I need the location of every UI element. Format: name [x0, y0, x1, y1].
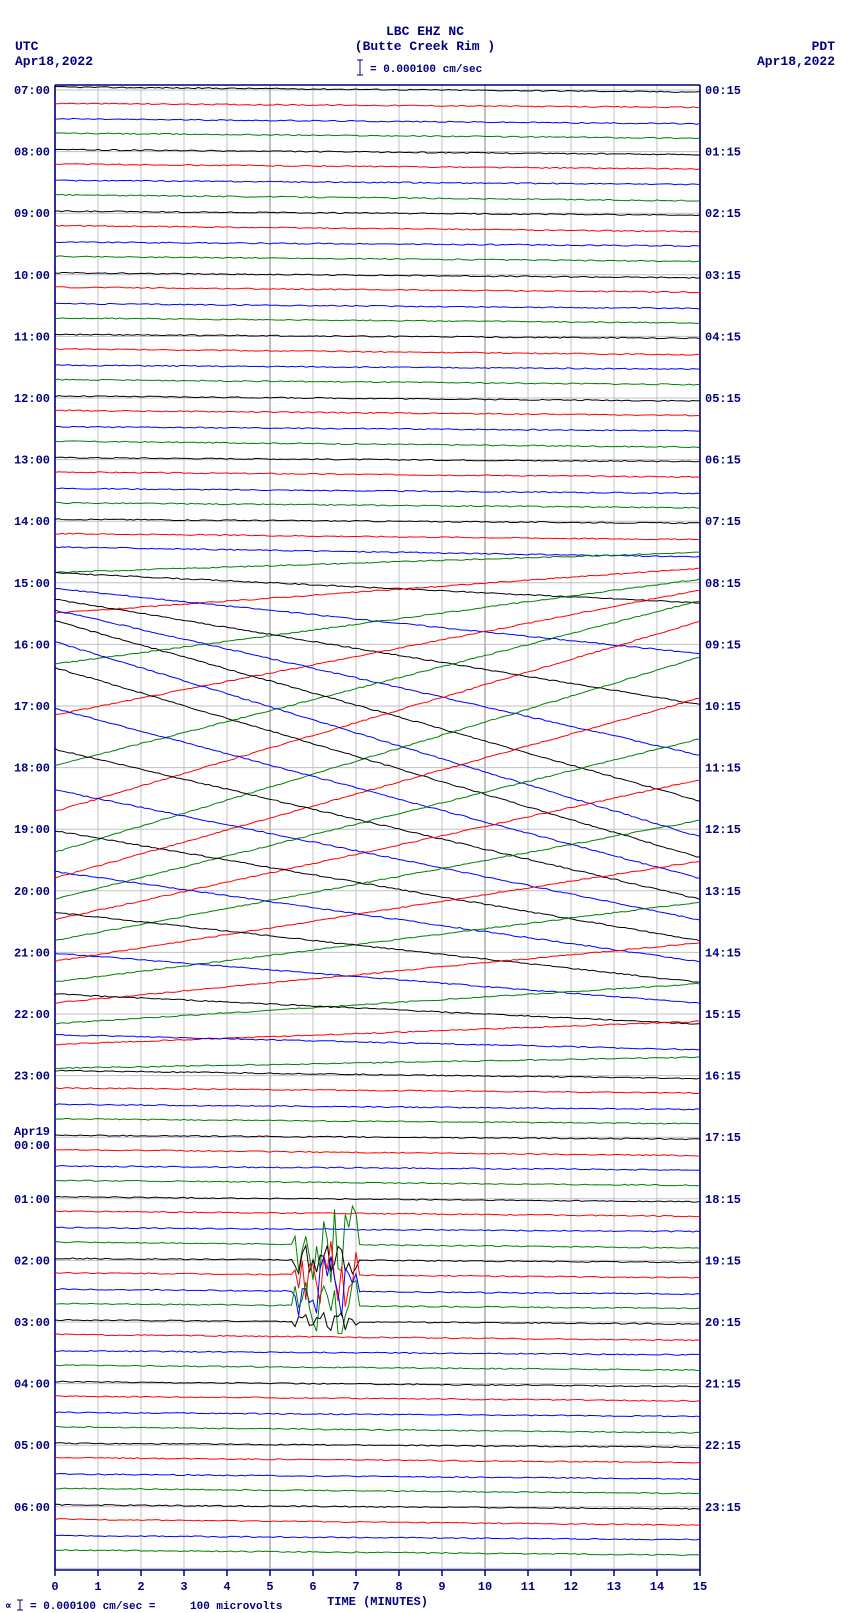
svg-text:0: 0: [51, 1580, 58, 1594]
right-time-label: 17:15: [705, 1131, 741, 1145]
svg-text:2: 2: [137, 1580, 144, 1594]
right-time-label: 19:15: [705, 1254, 741, 1268]
left-time-label: 10:00: [14, 269, 50, 283]
right-time-label: 18:15: [705, 1193, 741, 1207]
right-time-label: 12:15: [705, 823, 741, 837]
right-time-label: 03:15: [705, 269, 741, 283]
left-time-label: Apr19: [14, 1125, 50, 1139]
right-time-label: 04:15: [705, 330, 741, 344]
right-time-label: 02:15: [705, 207, 741, 221]
right-time-label: 23:15: [705, 1501, 741, 1515]
svg-text:12: 12: [564, 1580, 578, 1594]
left-time-label: 16:00: [14, 638, 50, 652]
left-time-label: 05:00: [14, 1439, 50, 1453]
left-time-label: 14:00: [14, 515, 50, 529]
right-time-label: 13:15: [705, 885, 741, 899]
right-tz: PDT: [812, 39, 836, 54]
svg-text:5: 5: [266, 1580, 273, 1594]
right-time-label: 07:15: [705, 515, 741, 529]
left-time-label: 06:00: [14, 1501, 50, 1515]
right-time-label: 00:15: [705, 84, 741, 98]
svg-text:13: 13: [607, 1580, 621, 1594]
left-time-label: 18:00: [14, 762, 50, 776]
left-time-label: 19:00: [14, 823, 50, 837]
x-axis-label: TIME (MINUTES): [327, 1595, 428, 1609]
right-time-label: 09:15: [705, 638, 741, 652]
left-time-label: 01:00: [14, 1193, 50, 1207]
svg-text:15: 15: [693, 1580, 707, 1594]
left-time-label: 23:00: [14, 1070, 50, 1084]
left-time-label: 20:00: [14, 885, 50, 899]
left-time-label: 21:00: [14, 946, 50, 960]
right-time-label: 21:15: [705, 1378, 741, 1392]
scale-label: = 0.000100 cm/sec: [370, 64, 482, 76]
left-time-label: 09:00: [14, 207, 50, 221]
left-time-label: 22:00: [14, 1008, 50, 1022]
left-time-label: 02:00: [14, 1254, 50, 1268]
left-time-label: 11:00: [14, 330, 50, 344]
right-time-label: 20:15: [705, 1316, 741, 1330]
seismogram-plot: LBC EHZ NC(Butte Creek Rim ) = 0.000100 c…: [0, 0, 850, 1613]
svg-text:1: 1: [94, 1580, 101, 1594]
title-line1: LBC EHZ NC: [386, 24, 464, 39]
left-time-label: 17:00: [14, 700, 50, 714]
left-time-label: 07:00: [14, 84, 50, 98]
right-date: Apr18,2022: [757, 54, 835, 69]
svg-text:3: 3: [180, 1580, 187, 1594]
left-tz: UTC: [15, 39, 39, 54]
left-time-label: 12:00: [14, 392, 50, 406]
svg-text:7: 7: [352, 1580, 359, 1594]
left-date: Apr18,2022: [15, 54, 93, 69]
left-time-label: 15:00: [14, 577, 50, 591]
svg-text:10: 10: [478, 1580, 492, 1594]
svg-text:∝: ∝: [5, 1601, 12, 1613]
right-time-label: 06:15: [705, 454, 741, 468]
svg-text:14: 14: [650, 1580, 664, 1594]
svg-text:6: 6: [309, 1580, 316, 1594]
svg-text:4: 4: [223, 1580, 230, 1594]
svg-text:9: 9: [438, 1580, 445, 1594]
footer-scale: = 0.000100 cm/sec =: [30, 1601, 156, 1613]
right-time-label: 05:15: [705, 392, 741, 406]
left-time-label: 00:00: [14, 1139, 50, 1153]
left-time-label: 13:00: [14, 454, 50, 468]
right-time-label: 16:15: [705, 1070, 741, 1084]
right-time-label: 15:15: [705, 1008, 741, 1022]
right-time-label: 01:15: [705, 146, 741, 160]
right-time-label: 14:15: [705, 946, 741, 960]
svg-text:8: 8: [395, 1580, 402, 1594]
left-time-label: 04:00: [14, 1378, 50, 1392]
left-time-label: 03:00: [14, 1316, 50, 1330]
right-time-label: 11:15: [705, 762, 741, 776]
title-line2: (Butte Creek Rim ): [355, 39, 495, 54]
svg-text:11: 11: [521, 1580, 535, 1594]
footer-microvolts: 100 microvolts: [190, 1601, 282, 1613]
right-time-label: 22:15: [705, 1439, 741, 1453]
right-time-label: 10:15: [705, 700, 741, 714]
right-time-label: 08:15: [705, 577, 741, 591]
left-time-label: 08:00: [14, 146, 50, 160]
